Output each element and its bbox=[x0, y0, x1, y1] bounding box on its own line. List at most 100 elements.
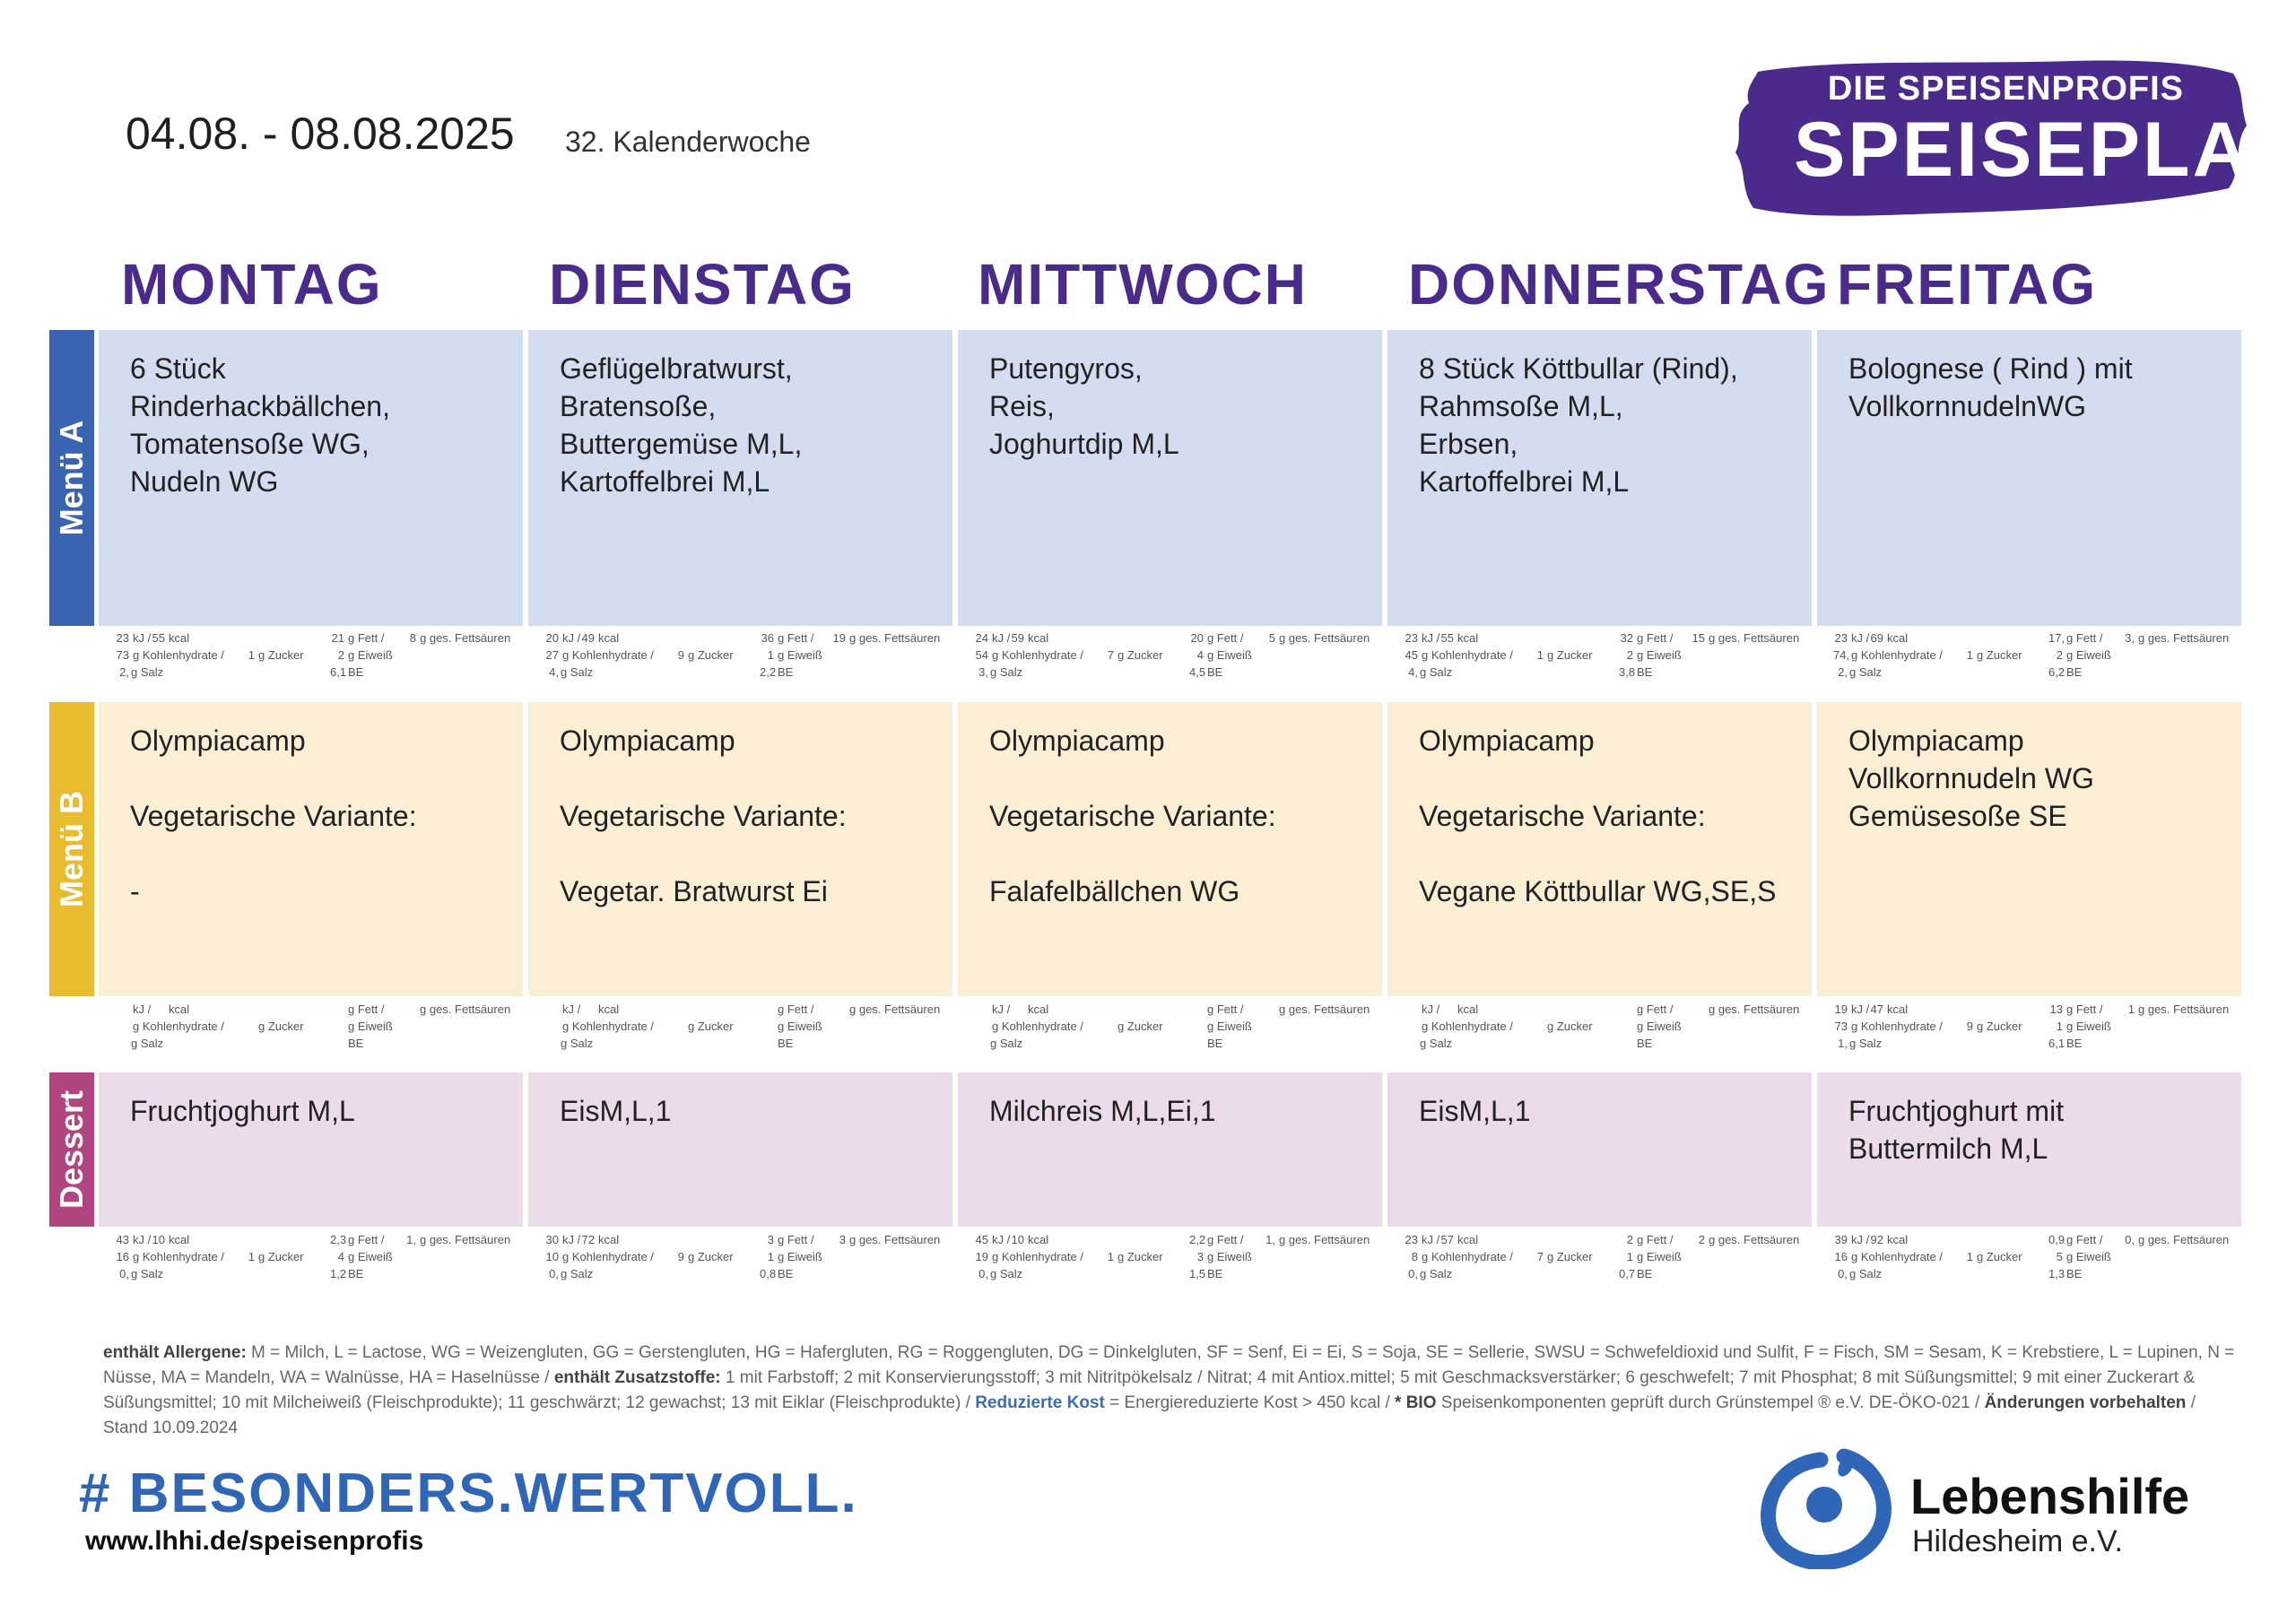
nutrition-value: 72 bbox=[581, 1233, 595, 1246]
nutrition-unit: kcal bbox=[1457, 631, 1479, 645]
nutrition-value: 55 bbox=[1440, 631, 1454, 645]
row-label-menu-b: Menü B bbox=[49, 702, 94, 996]
nutrition-unit: g Fett / bbox=[1637, 1002, 1674, 1016]
nutrition-value: 1 bbox=[1626, 1250, 1633, 1263]
nutrition-unit: g ges. Fettsäuren bbox=[420, 1233, 511, 1246]
nutrition-unit: g Salz bbox=[990, 665, 1023, 679]
nutrition-value: 30 bbox=[545, 1233, 559, 1246]
menu-a-nutrition-wednesday: 24 kJ /59 kcal 20 g Fett / 5 g ges. Fettsäuren… bbox=[974, 629, 1380, 681]
nutrition-unit: g ges. Fettsäuren bbox=[2138, 1233, 2230, 1246]
dish-line: Erbsen, bbox=[1419, 428, 1518, 460]
nutrition-unit: BE bbox=[1637, 1267, 1653, 1280]
nutrition-unit: kcal bbox=[169, 631, 190, 645]
nutrition-value: 20 bbox=[1190, 631, 1204, 645]
dish-line: Olympiacamp bbox=[560, 725, 735, 757]
nutrition-unit: g Zucker bbox=[688, 1250, 734, 1263]
nutrition-unit: g ges. Fettsäuren bbox=[1709, 1233, 1800, 1246]
nutrition-unit: g Fett / bbox=[778, 1233, 814, 1246]
nutrition-value: 6,2 bbox=[2048, 665, 2066, 679]
nutrition-value: 16 bbox=[1834, 1250, 1848, 1263]
dish-line: Bolognese ( Rind ) mit bbox=[1848, 352, 2133, 385]
nutrition-unit: g ges. Fettsäuren bbox=[849, 631, 941, 645]
brand-title: SPEISEPLAN bbox=[1794, 107, 2296, 193]
menu-a-cell-tuesday: Geflügelbratwurst, Bratensoße, Buttergemüs… bbox=[528, 330, 952, 626]
menu-b-nutrition-monday: kJ / kcal g Fett / g ges. Fettsäuren g Kohle… bbox=[115, 1001, 521, 1052]
nutrition-value: 0, bbox=[549, 1267, 559, 1280]
dish-line: Kartoffelbrei M,L bbox=[560, 465, 770, 498]
nutrition-unit: g Salz bbox=[1420, 665, 1453, 679]
nutrition-unit: BE bbox=[348, 665, 364, 679]
menu-a-cell-monday: 6 Stück Rinderhackbällchen, Tomatensoße WG… bbox=[99, 330, 523, 626]
nutrition-unit: g ges. Fettsäuren bbox=[2138, 1002, 2230, 1016]
menu-b-nutrition-friday: 19 kJ /47 kcal 13 g Fett /1 g ges. Fettsäuren… bbox=[1833, 1001, 2239, 1052]
website-link[interactable]: www.lhhi.de/speisenprofis bbox=[85, 1526, 424, 1556]
nutrition-value: 19 bbox=[832, 631, 846, 645]
dish-line: Milchreis M,L,Ei,1 bbox=[989, 1095, 1216, 1127]
nutrition-unit: g Kohlenhydrate / bbox=[992, 1250, 1083, 1263]
menu-a-cell-wednesday: Putengyros, Reis, Joghurtdip M,L bbox=[958, 330, 1382, 626]
nutrition-unit: g Kohlenhydrate / bbox=[1422, 1250, 1513, 1263]
nutrition-value: 20 bbox=[545, 631, 559, 645]
dish-line: Falafelbällchen WG bbox=[989, 875, 1240, 907]
nutrition-unit: g Eiweiß bbox=[1637, 1020, 1682, 1033]
nutrition-unit: g Zucker bbox=[1118, 1020, 1163, 1033]
nutrition-unit: g Zucker bbox=[1547, 1020, 1593, 1033]
nutrition-unit: g Fett / bbox=[1637, 1233, 1674, 1246]
nutrition-unit: g Eiweiß bbox=[1637, 648, 1682, 662]
nutrition-value: 2,2 bbox=[1189, 1233, 1206, 1246]
nutrition-unit: g Zucker bbox=[1977, 1250, 2022, 1263]
nutrition-unit: g Fett / bbox=[778, 1002, 814, 1016]
nutrition-value: 0,8 bbox=[760, 1267, 777, 1280]
nutrition-unit: g Salz bbox=[1849, 1267, 1883, 1280]
dish-line: Geflügelbratwurst, bbox=[560, 352, 793, 385]
nutrition-value: 8 bbox=[409, 631, 416, 645]
nutrition-value: 17, bbox=[2048, 631, 2066, 645]
dish-line: Vollkornnudeln WG bbox=[1848, 762, 2094, 794]
nutrition-value: 0, bbox=[978, 1267, 988, 1280]
nutrition-unit: g ges. Fettsäuren bbox=[849, 1002, 941, 1016]
nutrition-value: 3, bbox=[978, 665, 988, 679]
nutrition-value: 3,8 bbox=[1619, 665, 1636, 679]
nutrition-unit: kcal bbox=[169, 1002, 190, 1016]
nutrition-unit: g Zucker bbox=[1977, 648, 2022, 662]
nutrition-value: 36 bbox=[761, 631, 774, 645]
nutrition-unit: kcal bbox=[1028, 631, 1049, 645]
nutrition-unit: g Fett / bbox=[1637, 631, 1674, 645]
dish-line: VollkornnudelnWG bbox=[1848, 390, 2087, 422]
nutrition-unit: g ges. Fettsäuren bbox=[1279, 631, 1370, 645]
nutrition-value: 3 bbox=[1196, 1250, 1204, 1263]
nutrition-unit: g Salz bbox=[1420, 1037, 1453, 1050]
row-label-menu-a: Menü A bbox=[49, 330, 94, 626]
nutrition-unit: g Eiweiß bbox=[1207, 648, 1252, 662]
menu-a-cell-thursday: 8 Stück Köttbullar (Rind), Rahmsoße M,L, E… bbox=[1387, 330, 1812, 626]
nutrition-value: 5 bbox=[1268, 631, 1275, 645]
nutrition-unit: g Zucker bbox=[688, 1020, 734, 1033]
nutrition-value: 73 bbox=[116, 648, 129, 662]
dish-line: Olympiacamp bbox=[989, 725, 1165, 757]
dish-line: Vegetarische Variante: bbox=[1419, 800, 1706, 832]
dish-line: Buttergemüse M,L, bbox=[560, 428, 803, 460]
nutrition-value: 16 bbox=[116, 1250, 129, 1263]
nutrition-unit: kcal bbox=[1887, 1002, 1909, 1016]
nutrition-unit: g Salz bbox=[561, 665, 594, 679]
nutrition-unit: g Kohlenhydrate / bbox=[1851, 1020, 1943, 1033]
menu-b-cell-friday: Olympiacamp Vollkornnudeln WG Gemüsesoße S… bbox=[1817, 702, 2241, 996]
nutrition-unit: g Zucker bbox=[1547, 648, 1593, 662]
nutrition-unit: g Zucker bbox=[1118, 1250, 1163, 1263]
dish-line: Vegetarische Variante: bbox=[560, 800, 847, 832]
nutrition-value: 1 bbox=[248, 1250, 255, 1263]
nutrition-unit: g Salz bbox=[131, 665, 164, 679]
nutrition-unit: g Fett / bbox=[778, 631, 814, 645]
nutrition-value: 1 bbox=[767, 1250, 774, 1263]
nutrition-unit: g ges. Fettsäuren bbox=[1709, 631, 1800, 645]
hashtag-slogan: # BESONDERS.WERTVOLL. bbox=[79, 1462, 858, 1524]
nutrition-value: 9 bbox=[1966, 1020, 1973, 1033]
nutrition-value: 3, bbox=[2125, 631, 2135, 645]
dish-line: Nudeln WG bbox=[130, 465, 279, 498]
nutrition-value: 13 bbox=[2049, 1002, 2063, 1016]
nutrition-unit: kJ / bbox=[133, 1233, 152, 1246]
nutrition-value: 2 bbox=[1626, 1233, 1633, 1246]
nutrition-unit: g Kohlenhydrate / bbox=[1851, 1250, 1943, 1263]
nutrition-unit: BE bbox=[1207, 665, 1223, 679]
nutrition-unit: g Kohlenhydrate / bbox=[562, 1020, 654, 1033]
